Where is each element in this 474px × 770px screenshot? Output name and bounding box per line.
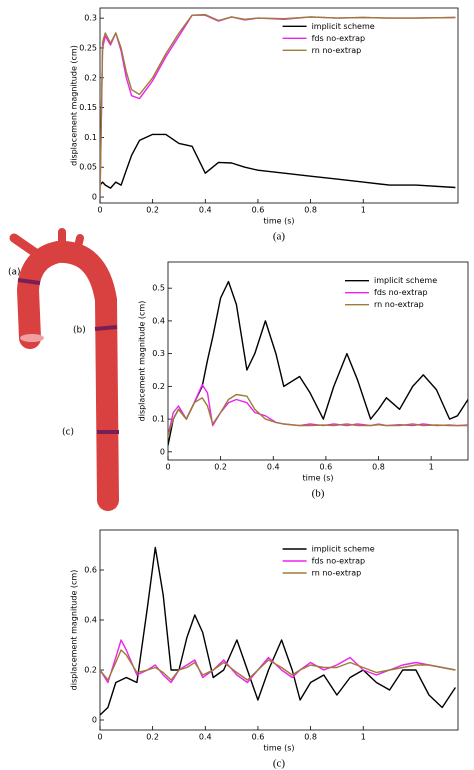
x-tick-label: 0.4	[199, 733, 212, 742]
chart: 0 0.2 0.4 0.6 0 0.2 0.4 0.6 0.8 1 time (s) (c) displ…	[70, 529, 459, 770]
series-line	[100, 14, 456, 198]
plot-frame	[99, 529, 459, 731]
x-tick-label: 1	[361, 733, 366, 742]
section-band	[17, 278, 41, 285]
y-tick-label: 0	[92, 716, 97, 725]
series-line	[100, 639, 456, 684]
x-tick-label: 0.2	[214, 463, 227, 472]
section-label: (c)	[62, 428, 74, 438]
x-tick-label: 1	[429, 463, 434, 472]
y-axis-label: displacement magnitude (cm)	[70, 570, 79, 691]
legend-label: implicit scheme	[312, 22, 375, 31]
x-tick-label: 0.8	[304, 206, 317, 215]
x-tick-label: 0.8	[372, 463, 385, 472]
caption: (b)	[312, 488, 325, 500]
x-axis-label: time (s)	[302, 474, 333, 483]
section-label: (b)	[73, 326, 86, 336]
y-axis-label: displacement magnitude (cm)	[70, 45, 79, 166]
chart: 0 0.05 0.1 0.15 0.2 0.25 0.3 0 0.2 0.4 0.6 0.8 1 time…	[70, 7, 459, 243]
y-tick-label: 0.15	[79, 103, 97, 112]
x-tick-label: 0	[97, 206, 102, 215]
caption: (c)	[273, 758, 286, 770]
plot-frame	[99, 7, 459, 204]
y-tick-label: 0.4	[152, 316, 165, 325]
y-tick-label: 0.1	[152, 415, 165, 424]
legend-label: implicit scheme	[374, 276, 437, 285]
legend-label: fds no-extrap	[312, 557, 366, 566]
x-tick-label: 0.4	[199, 206, 212, 215]
caption: (a)	[273, 231, 286, 243]
legend-label: implicit scheme	[312, 545, 375, 554]
x-tick-label: 0.6	[252, 206, 265, 215]
y-tick-label: 0.2	[84, 73, 97, 82]
series-line	[168, 280, 468, 446]
series-line	[100, 649, 456, 681]
y-tick-label: 0.2	[84, 666, 97, 675]
plot-frame	[167, 261, 469, 461]
legend-label: fds no-extrap	[312, 34, 366, 43]
y-tick-label: 0.2	[152, 382, 165, 391]
y-tick-label: 0	[160, 447, 165, 456]
aorta-branch	[72, 234, 84, 259]
x-tick-label: 0	[97, 733, 102, 742]
chart: 0 0.1 0.2 0.3 0.4 0.5 0 0.2 0.4 0.6 0.8 1 time (s) (b…	[138, 261, 469, 500]
y-tick-label: 0.1	[84, 133, 97, 142]
x-tick-label: 0.6	[320, 463, 333, 472]
aorta-body	[16, 240, 119, 511]
x-axis-label: time (s)	[263, 744, 294, 753]
x-tick-label: 0.2	[146, 733, 159, 742]
series-line	[100, 13, 456, 198]
aorta-image: (a) (b) (c)	[8, 228, 119, 511]
section-label: (a)	[8, 268, 21, 278]
y-tick-label: 0.4	[84, 616, 97, 625]
y-tick-label: 0.6	[84, 566, 97, 575]
y-tick-label: 0.3	[152, 349, 165, 358]
series-line	[168, 393, 468, 436]
y-tick-label: 0.05	[79, 163, 97, 172]
aorta-branch	[9, 233, 45, 261]
x-axis-label: time (s)	[263, 217, 294, 226]
legend-label: rn no-extrap	[312, 46, 362, 55]
x-tick-label: 0	[165, 463, 170, 472]
y-tick-label: 0.25	[79, 43, 97, 52]
legend-label: fds no-extrap	[374, 288, 428, 297]
y-axis-label: displacement magnitude (cm)	[138, 301, 147, 422]
y-tick-label: 0.5	[152, 284, 165, 293]
x-tick-label: 0.8	[304, 733, 317, 742]
x-tick-label: 0.4	[267, 463, 280, 472]
y-tick-label: 0	[92, 193, 97, 202]
series-line	[100, 133, 456, 189]
legend-label: rn no-extrap	[374, 300, 424, 309]
section-band	[94, 325, 118, 331]
x-tick-label: 0.6	[252, 733, 265, 742]
x-tick-label: 1	[361, 206, 366, 215]
x-tick-label: 0.2	[146, 206, 159, 215]
series-line	[100, 546, 456, 716]
aorta-outlet	[20, 334, 44, 342]
legend-label: rn no-extrap	[312, 569, 362, 578]
y-tick-label: 0.3	[84, 14, 97, 23]
